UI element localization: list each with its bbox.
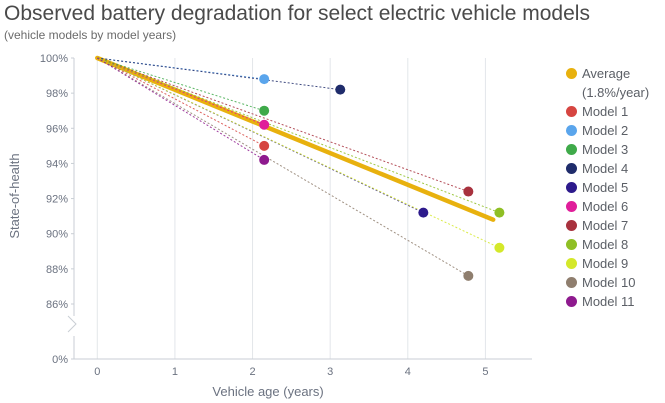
chart-title: Observed battery degradation for select … — [4, 2, 590, 25]
y-tick-label: 0% — [52, 354, 68, 366]
trend-line-model-7 — [97, 57, 469, 193]
legend-label: Model 7 — [582, 218, 629, 233]
legend-swatch — [566, 106, 577, 117]
data-point-model-6 — [259, 119, 270, 130]
legend-item: Model 7 — [566, 216, 664, 235]
average-trend-line — [95, 55, 496, 222]
legend-item: Model 4 — [566, 159, 664, 178]
legend-label: Average (1.8%/year) — [582, 66, 650, 100]
legend-label: Model 1 — [582, 104, 629, 119]
legend-label: Model 5 — [582, 180, 629, 195]
legend-label: Model 6 — [582, 199, 629, 214]
legend-label: Model 3 — [582, 142, 629, 157]
trend-line-model-10 — [97, 57, 469, 277]
x-tick-label: 4 — [405, 366, 411, 378]
legend-item: Model 2 — [566, 121, 664, 140]
legend-swatch — [566, 182, 577, 193]
x-tick-label: 2 — [249, 366, 255, 378]
legend-item: Model 10 — [566, 273, 664, 292]
legend-label: Model 9 — [582, 256, 629, 271]
data-point-model-9 — [494, 242, 505, 253]
y-tick-label: 88% — [46, 264, 68, 276]
legend-swatch — [566, 163, 577, 174]
legend-label: Model 8 — [582, 237, 629, 252]
y-tick-label: 94% — [46, 158, 68, 170]
data-point-model-3 — [259, 105, 270, 116]
legend-label: Model 10 — [582, 275, 636, 290]
trend-line-model-1 — [97, 57, 265, 147]
data-point-model-8 — [494, 207, 505, 218]
trend-line-model-4 — [97, 57, 341, 91]
x-tick-label: 0 — [94, 366, 100, 378]
y-tick-label: 90% — [46, 229, 68, 241]
y-tick-label: 92% — [46, 194, 68, 206]
legend-item: Model 11 — [566, 292, 664, 311]
legend-swatch — [566, 125, 577, 136]
legend-swatch — [566, 68, 577, 79]
x-axis-label: Vehicle age (years) — [212, 384, 323, 399]
legend-item: Model 8 — [566, 235, 664, 254]
legend-label: Model 11 — [582, 294, 635, 309]
data-point-model-7 — [463, 186, 474, 197]
data-point-model-4 — [335, 84, 346, 95]
chart-subtitle: (vehicle models by model years) — [4, 28, 177, 42]
legend-item: Model 9 — [566, 254, 664, 273]
data-point-model-2 — [259, 74, 270, 85]
y-tick-label: 86% — [46, 299, 68, 311]
legend-swatch — [566, 277, 577, 288]
x-tick-label: 5 — [482, 366, 488, 378]
legend-swatch — [566, 296, 577, 307]
trend-line-model-8 — [97, 57, 500, 214]
data-point-model-1 — [259, 140, 270, 151]
trend-line-model-9 — [97, 57, 500, 249]
legend-swatch — [566, 239, 577, 250]
legend-item: Model 1 — [566, 102, 664, 121]
legend-swatch — [566, 144, 577, 155]
axis-break-mark — [67, 315, 77, 333]
y-tick-label: 96% — [46, 123, 68, 135]
trend-line-model-11 — [97, 57, 265, 161]
legend-item: Average (1.8%/year) — [566, 64, 664, 102]
data-point-model-11 — [259, 154, 270, 165]
y-tick-label: 98% — [46, 88, 68, 100]
trend-line-model-6 — [97, 57, 265, 126]
legend-swatch — [566, 220, 577, 231]
x-tick-label: 1 — [172, 366, 178, 378]
legend-swatch — [566, 258, 577, 269]
legend-item: Model 6 — [566, 197, 664, 216]
legend-item: Model 3 — [566, 140, 664, 159]
legend-label: Model 4 — [582, 161, 629, 176]
legend: Average (1.8%/year) Model 1 Model 2 Model 3… — [566, 64, 664, 311]
trend-line-model-3 — [97, 57, 265, 112]
data-point-model-10 — [463, 270, 474, 281]
legend-item: Model 5 — [566, 178, 664, 197]
data-point-model-5 — [418, 207, 429, 218]
legend-swatch — [566, 201, 577, 212]
legend-label: Model 2 — [582, 123, 629, 138]
y-axis-label: State-of-health — [7, 153, 22, 238]
y-tick-label: 100% — [40, 53, 68, 65]
x-tick-label: 3 — [327, 366, 333, 378]
